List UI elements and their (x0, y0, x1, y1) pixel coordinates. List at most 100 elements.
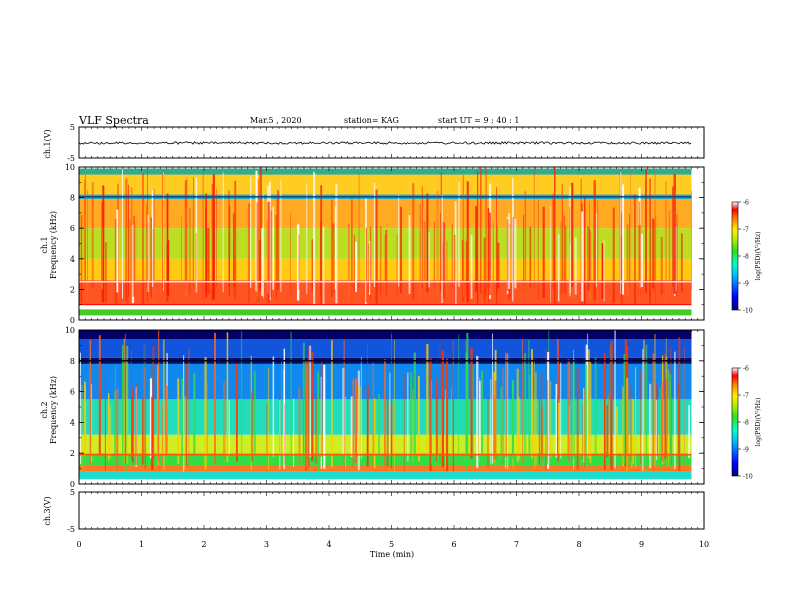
spectrogram-streak (132, 388, 134, 463)
spectrogram-streak (475, 206, 478, 293)
y-tick-label: 8 (70, 357, 75, 366)
spectrogram-streak (652, 353, 655, 471)
spectrogram-streak (557, 338, 559, 463)
spectrogram-streak (350, 199, 353, 288)
spectrogram-streak (691, 190, 692, 291)
spectrogram-streak (320, 221, 322, 298)
spectrogram-streak (317, 371, 320, 472)
spectrogram-streak (446, 241, 448, 297)
spectrogram-streak (587, 333, 589, 455)
spectrogram-streak (571, 182, 573, 287)
x-tick-label: 6 (451, 540, 456, 549)
spectrogram-streak (408, 215, 411, 295)
spectrogram-streak (403, 373, 405, 472)
spectrogram-streak (494, 380, 497, 460)
spectrogram-streak (563, 215, 565, 292)
spectrogram-streak (226, 332, 229, 463)
spectrogram-streak (166, 193, 169, 295)
ch2-colorbar: -6 -7 -8 -9 -10 log(PSD)(V²/Hz) (731, 366, 762, 481)
spectrogram-streak (394, 339, 395, 472)
spectrogram-streak (508, 213, 511, 290)
spectrogram-streak (116, 388, 119, 469)
spectrogram-streak (235, 363, 238, 462)
spectrogram-streak (315, 396, 317, 464)
y-tick-label: 10 (65, 163, 75, 172)
colorbar-tick-label: -9 (743, 281, 749, 288)
spectrogram-streak (177, 378, 180, 464)
spectrogram-streak (492, 333, 494, 464)
spectrogram-streak (656, 399, 658, 461)
spectrogram-streak (270, 210, 272, 297)
spectrogram-streak (626, 224, 629, 297)
spectrogram-streak (480, 370, 484, 467)
spectrogram-streak (385, 230, 388, 295)
ch3-waveform-ylabel: ch.3(V) (43, 496, 52, 525)
spectrogram-streak (622, 184, 625, 295)
spectrogram-streak (81, 385, 83, 469)
ch1-colorbar: -6 -7 -8 -9 -10 log(PSD)(V²/Hz) (731, 200, 762, 315)
spectrogram-streak (428, 232, 430, 288)
spectrogram-streak (195, 232, 197, 294)
spectrogram-streak (125, 178, 128, 301)
spectrogram-streak (263, 193, 264, 299)
spectrogram-streak (207, 227, 210, 295)
spectrogram-streak (116, 209, 119, 293)
spectrogram-streak (511, 380, 514, 458)
spectrogram-streak (478, 379, 480, 458)
spectrogram-streak (614, 330, 616, 469)
date-label: Mar.5 , 2020 (250, 116, 302, 125)
spectrogram-streak (433, 221, 436, 288)
spectrogram-streak (152, 346, 155, 460)
spectrogram-streak (454, 201, 457, 305)
spectrogram-streak (354, 378, 358, 464)
y-tick-label: 4 (70, 418, 75, 427)
spectrogram-streak (671, 186, 674, 287)
spectrogram-streak (305, 183, 308, 295)
spectrogram-line (79, 281, 692, 283)
spectrogram-streak (603, 240, 605, 302)
spectrogram-band (79, 309, 692, 316)
spectrogram-streak (188, 348, 190, 465)
ch1-colorbar-gradient (731, 201, 739, 311)
spectrogram-streak (193, 177, 194, 288)
spectrogram-streak (558, 402, 561, 454)
y-tick-label: 5 (70, 123, 75, 132)
spectrogram-streak (451, 224, 453, 288)
spectrogram-streak (398, 194, 400, 287)
ch2-spectrogram (79, 330, 692, 484)
x-tick-label: 9 (639, 540, 644, 549)
spectrogram-streak (581, 211, 584, 302)
spectrogram-streak (622, 386, 625, 467)
spectrogram-streak (266, 403, 268, 456)
spectrogram-streak (540, 373, 543, 456)
spectrogram-streak (331, 340, 333, 468)
spectrogram-streak (654, 334, 656, 467)
spectrogram-streak (441, 195, 443, 304)
spectrogram-band (79, 339, 692, 358)
spectrogram-streak (487, 236, 489, 303)
spectrogram-streak (514, 218, 517, 289)
colorbar-tick-label: -10 (743, 308, 753, 315)
spectrogram-streak (569, 243, 571, 294)
spectrogram-streak (560, 222, 562, 296)
spectrogram-streak (462, 175, 464, 297)
spectrogram-streak (234, 180, 237, 300)
spectrogram-streak (123, 338, 125, 463)
spectrogram-streak (331, 199, 333, 297)
y-tick-label: 2 (70, 285, 75, 294)
y-tick-label: 4 (70, 255, 75, 264)
spectrogram-streak (206, 382, 209, 456)
spectrogram-streak (91, 181, 94, 288)
figure-title: VLF Spectra (78, 114, 149, 127)
spectrogram-streak (104, 242, 108, 303)
spectrogram-streak (202, 173, 204, 301)
spectrogram-streak (595, 213, 597, 288)
spectrogram-streak (439, 339, 441, 464)
spectrogram-streak (523, 353, 527, 471)
spectrogram-streak (284, 403, 285, 465)
spectrogram-streak (296, 224, 300, 301)
spectrogram-streak (631, 399, 635, 464)
spectrogram-streak (101, 226, 103, 290)
y-tick-label: 0 (70, 316, 75, 325)
spectrogram-streak (161, 402, 163, 468)
